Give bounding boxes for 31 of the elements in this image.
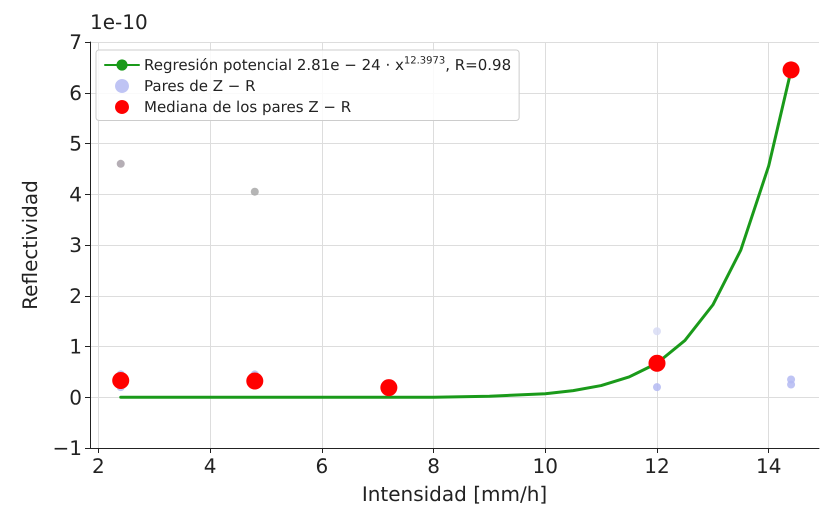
x-axis-title: Intensidad [mm/h] bbox=[362, 482, 548, 506]
x-tick-label: 14 bbox=[756, 454, 782, 478]
legend-label: Mediana de los pares Z − R bbox=[144, 98, 352, 116]
point bbox=[782, 61, 800, 78]
y-tick-label: 3 bbox=[69, 233, 82, 257]
point bbox=[653, 383, 661, 392]
x-tick-label: 12 bbox=[644, 454, 670, 478]
point bbox=[116, 160, 125, 168]
y-tick-label: 2 bbox=[69, 284, 82, 308]
x-tick-label: 6 bbox=[315, 454, 328, 478]
x-tick-label: 8 bbox=[427, 454, 440, 478]
y-tick-label: 6 bbox=[69, 80, 82, 105]
x-tick-label: 10 bbox=[532, 454, 558, 478]
point bbox=[250, 188, 259, 196]
point bbox=[787, 375, 796, 384]
point bbox=[648, 354, 666, 372]
y-axis-title: Reflectividad bbox=[18, 180, 42, 310]
point bbox=[246, 372, 264, 390]
y-tick-label: 0 bbox=[69, 385, 82, 410]
point bbox=[380, 379, 398, 396]
point bbox=[112, 372, 130, 389]
x-tick-label: 4 bbox=[204, 454, 216, 478]
point bbox=[653, 327, 661, 336]
y-tick-label: 5 bbox=[69, 132, 82, 156]
y-tick-label: 1 bbox=[69, 334, 82, 358]
y-tick-label: 7 bbox=[69, 30, 82, 54]
y-tick-label: −1 bbox=[52, 436, 82, 460]
text: 1e-10 bbox=[90, 10, 148, 34]
y-tick-label: 4 bbox=[69, 182, 82, 206]
x-tick-label: 2 bbox=[92, 454, 105, 478]
legend-label: Pares de Z − R bbox=[144, 77, 256, 95]
